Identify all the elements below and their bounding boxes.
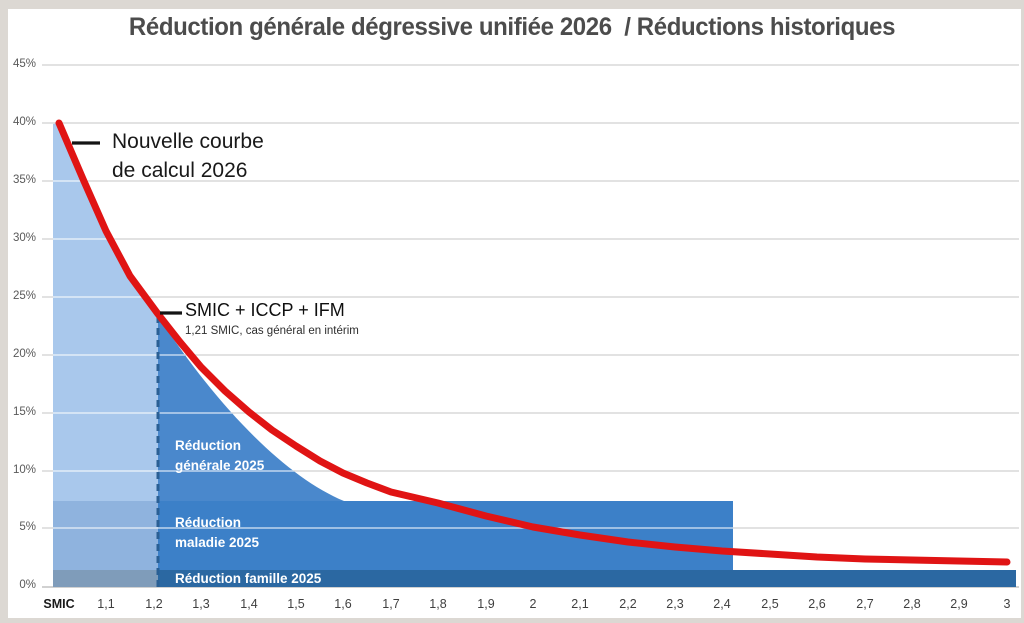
y-tick-25: 25% [12, 290, 36, 302]
annotation-curve-2026-line1: Nouvelle courbe [112, 130, 264, 153]
annotation-smic-iccp-ifm-title: SMIC + ICCP + IFM [185, 300, 345, 320]
curve-2026-line [55, 119, 1011, 566]
y-tick-5: 5% [19, 521, 36, 533]
x-tick-2-5: 2,5 [761, 597, 779, 611]
x-tick-2-2: 2,2 [619, 597, 637, 611]
x-tick-1-6: 1,6 [334, 597, 352, 611]
x-tick-1-4: 1,4 [240, 597, 258, 611]
x-tick-1-5: 1,5 [287, 597, 305, 611]
x-tick-2: 2 [529, 597, 537, 611]
x-tick-2-9: 2,9 [950, 597, 968, 611]
label-reduction-generale-line1: Réduction [175, 438, 241, 453]
label-reduction-generale-2025: Réduction générale 2025 [175, 436, 264, 476]
area-reduction-generale-2025 [158, 316, 344, 501]
y-tick-45: 45% [12, 58, 36, 70]
highlight-over-famille [53, 570, 158, 587]
x-tick-1-7: 1,7 [382, 597, 400, 611]
x-tick-1-1: 1,1 [97, 597, 115, 611]
y-tick-30: 30% [12, 232, 36, 244]
chart-title: Réduction générale dégressive unifiée 20… [128, 13, 896, 41]
annotation-curve-2026-line2: de calcul 2026 [112, 159, 248, 182]
x-tick-1-3: 1,3 [192, 597, 210, 611]
annotation-smic-iccp-ifm-subtitle: 1,21 SMIC, cas général en intérim [185, 325, 359, 337]
x-tick-2-3: 2,3 [666, 597, 684, 611]
x-tick-1-8: 1,8 [429, 597, 447, 611]
area-reduction-maladie-2025 [53, 501, 733, 570]
annotation-curve-2026: Nouvelle courbe de calcul 2026 [112, 127, 302, 185]
label-reduction-maladie-line1: Réduction [175, 515, 241, 530]
x-tick-1-9: 1,9 [477, 597, 495, 611]
y-tick-15: 15% [12, 406, 36, 418]
highlight-over-maladie [53, 501, 158, 570]
x-tick-2-6: 2,6 [808, 597, 826, 611]
label-reduction-maladie-line2: maladie 2025 [175, 535, 260, 550]
y-tick-10: 10% [12, 464, 36, 476]
x-tick-2-4: 2,4 [713, 597, 731, 611]
label-reduction-maladie-2025: Réduction maladie 2025 [175, 513, 259, 553]
x-tick-2-8: 2,8 [903, 597, 921, 611]
x-tick-2-1: 2,1 [571, 597, 589, 611]
x-tick-smic: SMIC [43, 597, 75, 611]
y-tick-0: 0% [19, 579, 36, 591]
y-tick-35: 35% [12, 174, 36, 186]
label-reduction-generale-line2: générale 2025 [175, 458, 265, 473]
x-tick-2-7: 2,7 [856, 597, 874, 611]
y-tick-20: 20% [12, 348, 36, 360]
label-reduction-famille-2025: Réduction famille 2025 [175, 571, 322, 586]
x-tick-1-2: 1,2 [145, 597, 163, 611]
area-reduction-famille-2025 [53, 570, 1016, 587]
y-tick-40: 40% [12, 116, 36, 128]
x-tick-3: 3 [1003, 597, 1011, 611]
